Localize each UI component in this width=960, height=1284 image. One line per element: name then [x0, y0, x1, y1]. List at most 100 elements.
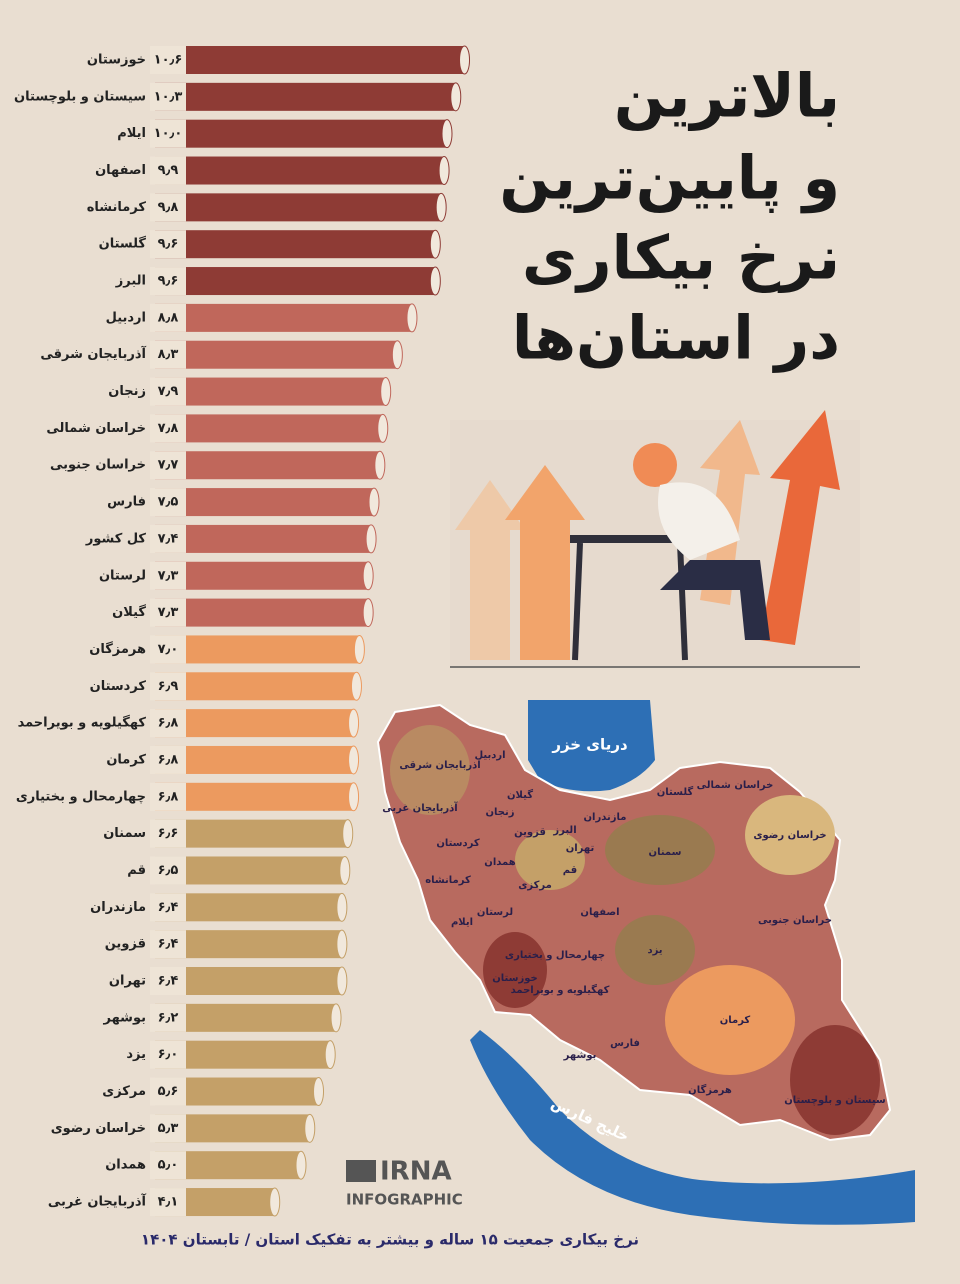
- province-label: کرمان: [720, 1015, 751, 1026]
- bar-cap: [336, 966, 348, 996]
- value-label: ۷٫۳: [158, 568, 179, 583]
- value-box: [150, 1003, 186, 1032]
- value-label: ۱۰٫۶: [154, 53, 183, 68]
- bar-cap: [336, 929, 348, 959]
- province-label: کردستان: [436, 838, 480, 849]
- desk-leg: [677, 542, 688, 661]
- logo-name: IRNA: [380, 1157, 452, 1187]
- bar-cap: [438, 156, 450, 186]
- value-box: [150, 1114, 186, 1143]
- category-label: خراسان جنوبی: [50, 458, 146, 473]
- bar: [155, 119, 447, 148]
- value-box: [150, 598, 186, 627]
- bar-cap: [330, 1003, 342, 1033]
- person-head: [633, 443, 677, 487]
- bar-cap: [391, 340, 403, 370]
- title-line: نرخ بیکاری: [522, 224, 840, 294]
- bar-cap: [435, 192, 447, 222]
- value-box: [150, 377, 186, 406]
- bar-cap: [406, 303, 418, 333]
- province-label: قم: [563, 865, 577, 876]
- value-box: [150, 930, 186, 959]
- region: [605, 815, 715, 885]
- category-label: خراسان رضوی: [51, 1121, 146, 1136]
- value-box: [150, 340, 186, 369]
- value-label: ۶٫۶: [158, 826, 179, 841]
- value-box: [150, 672, 186, 701]
- province-label: بوشهر: [563, 1050, 597, 1061]
- bar: [155, 303, 412, 332]
- category-label: کرمانشاه: [87, 200, 147, 215]
- category-label: سمنان: [103, 826, 146, 841]
- desk: [570, 535, 690, 543]
- value-box: [150, 193, 186, 222]
- region: [615, 915, 695, 985]
- category-label: آذربایجان شرقی: [40, 345, 146, 362]
- category-label: کل کشور: [85, 531, 147, 546]
- bar-cap: [353, 634, 365, 664]
- bar-cap: [362, 561, 374, 591]
- value-label: ۹٫۶: [158, 274, 179, 289]
- value-label: ۷٫۳: [158, 605, 179, 620]
- value-label: ۷٫۵: [158, 495, 179, 510]
- bar-cap: [269, 1187, 281, 1217]
- category-label: ایلام: [117, 126, 146, 141]
- province-label: اصفهان: [580, 907, 619, 918]
- category-label: سیستان و بلوچستان: [14, 89, 146, 104]
- province-label: خراسان شمالی: [697, 780, 774, 791]
- value-box: [150, 524, 186, 553]
- province-label: زنجان: [485, 807, 514, 818]
- province-label: تهران: [566, 843, 595, 854]
- province-label: ایلام: [451, 917, 473, 928]
- province-label: لرستان: [477, 907, 513, 918]
- category-label: گیلان: [112, 604, 146, 620]
- category-label: مرکزی: [102, 1084, 146, 1099]
- bar: [155, 672, 357, 701]
- title-line: در استان‌ها: [512, 304, 840, 374]
- bar-cap: [365, 524, 377, 554]
- value-box: [150, 414, 186, 443]
- category-label: کهگیلویه و بویراحمد: [18, 715, 147, 731]
- illustration: [450, 410, 860, 668]
- bar-cap: [336, 892, 348, 922]
- bar: [155, 414, 383, 443]
- title-line: و پایین‌ترین: [499, 144, 840, 214]
- bar: [155, 82, 456, 111]
- bar: [155, 967, 342, 995]
- value-box: [150, 451, 186, 480]
- value-box: [150, 856, 186, 885]
- province-label: کرمانشاه: [425, 875, 471, 886]
- category-label: زنجان: [108, 384, 146, 399]
- desk-leg: [572, 542, 583, 661]
- value-box: [150, 1188, 186, 1217]
- bar: [155, 488, 374, 517]
- value-label: ۶٫۴: [158, 900, 179, 915]
- bar: [155, 893, 342, 922]
- province-label: سیستان و بلوچستان: [784, 1095, 886, 1106]
- province-label: خراسان رضوی: [753, 830, 826, 841]
- value-box: [150, 635, 186, 664]
- persian-gulf: [470, 1030, 915, 1225]
- value-label: ۹٫۸: [158, 200, 179, 215]
- bar-cap: [348, 745, 360, 775]
- value-label: ۶٫۴: [158, 974, 179, 989]
- logo-mark: [346, 1160, 376, 1182]
- value-label: ۷٫۰: [158, 642, 179, 657]
- value-label: ۶٫۸: [158, 789, 179, 804]
- value-label: ۶٫۸: [158, 716, 179, 731]
- region: [390, 725, 470, 815]
- region: [790, 1025, 880, 1135]
- person-body: [658, 482, 740, 560]
- category-label: هرمزگان: [89, 641, 146, 657]
- value-label: ۶٫۰: [158, 1047, 179, 1062]
- category-label: لرستان: [99, 568, 146, 583]
- bar-cap: [362, 598, 374, 628]
- value-box: [150, 230, 186, 259]
- value-box: [150, 819, 186, 848]
- bar: [155, 451, 380, 480]
- bar-cap: [295, 1150, 307, 1180]
- region: [483, 932, 547, 1008]
- value-label: ۶٫۸: [158, 752, 179, 767]
- category-label: همدان: [105, 1158, 146, 1173]
